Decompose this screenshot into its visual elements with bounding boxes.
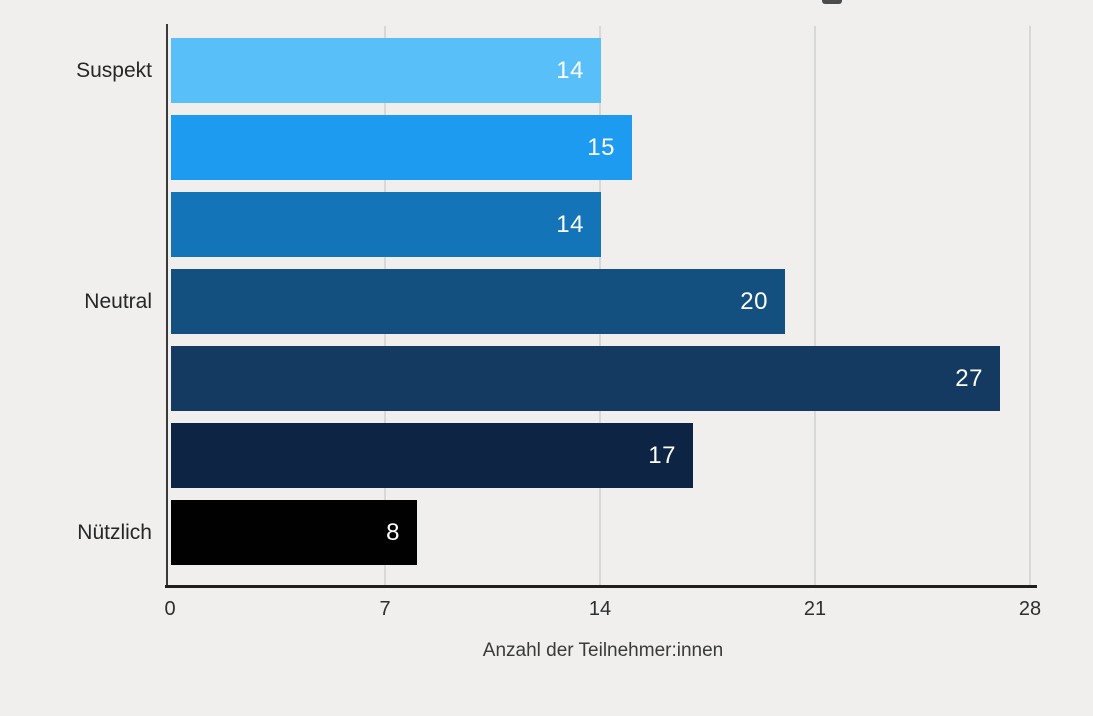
bar-row: 14 <box>171 192 601 257</box>
bar: 17 <box>171 423 693 488</box>
bar-row: 14 <box>171 38 601 103</box>
bar: 15 <box>171 115 632 180</box>
bar-row: 20 <box>171 269 785 334</box>
x-axis-line <box>165 585 1037 588</box>
category-label-nützlich: Nützlich <box>77 521 152 544</box>
bar-value-label: 14 <box>556 56 584 84</box>
x-tick-label-21: 21 <box>803 598 827 620</box>
bar-value-label: 27 <box>955 364 983 392</box>
y-axis-line <box>166 24 168 588</box>
bar-value-label: 15 <box>587 133 615 161</box>
bar-value-label: 20 <box>740 287 768 315</box>
category-label-suspekt: Suspekt <box>76 59 152 82</box>
bar: 8 <box>171 500 417 565</box>
bar-value-label: 17 <box>648 441 676 469</box>
bar-row: 17 <box>171 423 693 488</box>
gridline-x-21 <box>814 26 816 586</box>
bar: 14 <box>171 38 601 103</box>
cropped-title-fragment <box>822 0 842 4</box>
x-tick-label-0: 0 <box>164 598 176 620</box>
bar-row: 15 <box>171 115 632 180</box>
x-axis-title: Anzahl der Teilnehmer:innen <box>482 640 724 661</box>
bar: 20 <box>171 269 785 334</box>
gridline-x-28 <box>1029 26 1031 586</box>
bar-value-label: 8 <box>386 518 400 546</box>
bar: 14 <box>171 192 601 257</box>
x-tick-label-7: 7 <box>379 598 391 620</box>
x-tick-label-14: 14 <box>588 598 612 620</box>
bar-row: 8 <box>171 500 417 565</box>
bar: 27 <box>171 346 1000 411</box>
x-tick-label-28: 28 <box>1018 598 1042 620</box>
bar-row: 27 <box>171 346 1000 411</box>
bar-value-label: 14 <box>556 210 584 238</box>
category-label-neutral: Neutral <box>84 290 152 313</box>
